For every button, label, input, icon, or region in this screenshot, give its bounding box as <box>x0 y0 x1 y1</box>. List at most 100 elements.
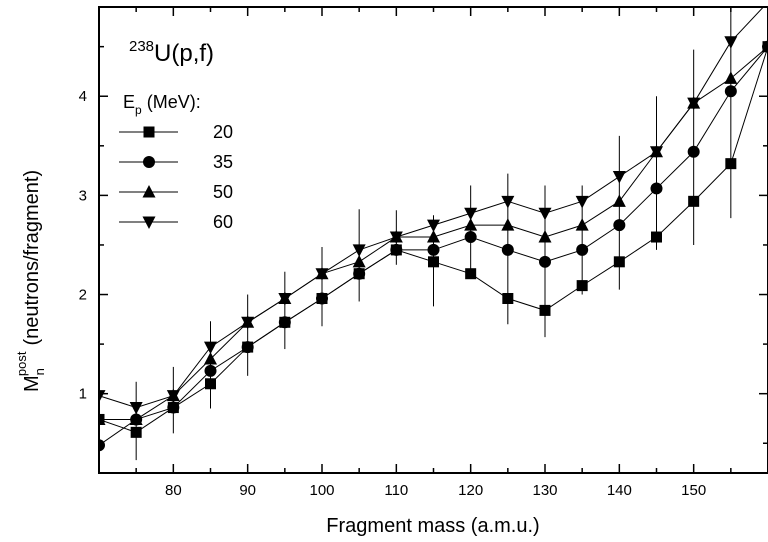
data-point-35 <box>278 316 291 329</box>
plot-title-sup: 238 <box>129 38 154 55</box>
x-tick-label: 80 <box>165 482 182 499</box>
data-point-35 <box>539 255 551 268</box>
legend-marker-triangle-down <box>142 216 156 229</box>
data-point-60 <box>166 390 180 403</box>
data-point-50 <box>501 218 515 231</box>
plot-title-text: U(p,f) <box>154 40 214 67</box>
data-point-20 <box>428 256 439 268</box>
data-point-20 <box>130 426 142 438</box>
data-point-35 <box>353 267 366 280</box>
data-point-20 <box>502 292 514 304</box>
data-point-60 <box>129 402 143 415</box>
y-axis-title: Mnpost (neutrons/fragment) <box>14 170 47 392</box>
data-point-35 <box>316 292 328 305</box>
data-point-60 <box>650 146 663 159</box>
y-tick-label: 4 <box>79 88 87 105</box>
legend-item-50: 50 <box>119 182 233 202</box>
data-point-35 <box>167 401 180 414</box>
data-point-35 <box>613 219 626 232</box>
data-point-60 <box>315 268 329 281</box>
x-tick-label: 130 <box>532 482 557 499</box>
legend-label: 50 <box>213 182 233 202</box>
y-axis-title-sup: post <box>14 351 29 376</box>
data-point-60 <box>501 195 515 209</box>
x-tick-label: 100 <box>309 482 334 499</box>
y-tick-label: 1 <box>79 386 87 403</box>
legend: 20 35 50 60 <box>119 122 233 232</box>
data-point-60 <box>389 231 403 245</box>
series-60 <box>99 7 768 415</box>
legend-item-35: 35 <box>119 152 233 172</box>
data-point-50 <box>129 412 143 425</box>
data-point-35 <box>501 243 514 256</box>
data-point-20 <box>725 158 737 170</box>
series-layer <box>99 7 768 452</box>
data-point-50 <box>204 351 217 365</box>
data-point-60 <box>99 390 106 403</box>
data-point-60 <box>241 316 255 330</box>
y-axis-title-main: M <box>21 375 43 392</box>
legend-title: Ep (MeV): <box>123 92 201 117</box>
data-point-35 <box>99 439 105 452</box>
legend-marker-square <box>143 126 155 138</box>
data-point-20 <box>465 268 477 280</box>
y-tick-label: 3 <box>79 187 87 204</box>
legend-title-main: E <box>123 92 135 112</box>
legend-title-rest: (MeV): <box>147 92 201 112</box>
x-tick-label: 140 <box>607 482 632 499</box>
data-point-35 <box>390 243 403 256</box>
data-point-20 <box>539 304 551 316</box>
data-point-35 <box>687 145 700 158</box>
data-point-60 <box>278 292 292 306</box>
data-point-50 <box>612 194 626 207</box>
x-tick-label: 150 <box>681 482 706 499</box>
data-point-35 <box>204 364 217 377</box>
legend-label: 35 <box>213 152 233 172</box>
data-point-50 <box>352 254 366 268</box>
x-axis-title: Fragment mass (a.m.u.) <box>326 515 539 537</box>
data-point-20 <box>688 195 700 207</box>
y-axis-title-rest: (neutrons/fragment) <box>21 170 43 346</box>
data-point-35 <box>464 231 477 244</box>
data-point-60 <box>575 195 589 209</box>
data-point-50 <box>538 230 552 243</box>
data-point-60 <box>724 36 738 49</box>
data-point-60 <box>612 171 626 184</box>
x-tick-label: 120 <box>458 482 483 499</box>
legend-title-sub: p <box>135 103 142 117</box>
data-point-60 <box>204 341 217 355</box>
data-point-60 <box>538 207 552 221</box>
data-point-60 <box>352 244 366 257</box>
data-point-50 <box>99 412 106 425</box>
legend-item-20: 20 <box>119 122 233 142</box>
data-point-35 <box>241 341 254 354</box>
data-point-50 <box>575 218 589 231</box>
legend-marker-triangle-up <box>142 185 156 198</box>
data-point-35 <box>724 85 737 98</box>
x-tick-label: 90 <box>239 482 256 499</box>
data-point-60 <box>464 207 478 221</box>
legend-label: 60 <box>213 212 233 232</box>
y-axis-title-sub: n <box>32 368 47 375</box>
data-point-35 <box>427 243 440 256</box>
data-point-60 <box>427 219 440 233</box>
data-point-60 <box>687 97 701 111</box>
data-point-20 <box>651 231 662 243</box>
legend-item-60: 60 <box>119 212 233 232</box>
data-point-20 <box>205 378 216 390</box>
data-point-50 <box>427 230 440 243</box>
axis-ticks: 80 90 100 110 120 130 140 150 1 2 3 4 <box>79 7 768 499</box>
legend-label: 20 <box>213 122 233 142</box>
y-tick-label: 2 <box>79 287 87 304</box>
data-point-50 <box>724 71 738 84</box>
x-tick-label: 110 <box>384 482 408 499</box>
plot-title: 238U(p,f) <box>129 38 214 67</box>
data-point-50 <box>464 218 478 231</box>
data-point-35 <box>650 182 663 195</box>
data-point-20 <box>576 280 588 292</box>
legend-marker-circle <box>143 156 155 168</box>
data-point-20 <box>613 256 625 268</box>
data-point-50 <box>761 39 768 53</box>
data-point-35 <box>576 243 589 256</box>
